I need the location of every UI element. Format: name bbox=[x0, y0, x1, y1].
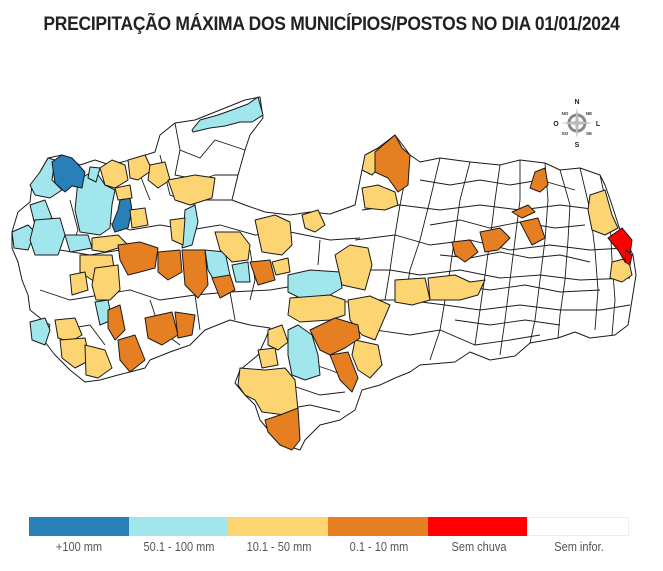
municipality bbox=[147, 161, 171, 189]
municipality bbox=[309, 317, 361, 356]
municipality bbox=[87, 166, 101, 183]
legend-swatch-no-rain bbox=[427, 517, 528, 536]
municipalities-50-100mm bbox=[11, 96, 343, 381]
municipality bbox=[191, 96, 264, 133]
map-title: PRECIPITAÇÃO MÁXIMA DOS MUNICÍPIOS/POSTO… bbox=[43, 14, 620, 35]
legend-label-10-50mm: 10.1 - 50 mm bbox=[246, 540, 312, 554]
municipality bbox=[264, 407, 301, 451]
legend-color-bar bbox=[29, 517, 630, 536]
municipality bbox=[117, 334, 146, 373]
legend-swatch-no-info bbox=[527, 517, 630, 536]
legend: +100 mm 50.1 - 100 mm 10.1 - 50 mm 0.1 -… bbox=[29, 517, 630, 554]
municipality bbox=[624, 249, 633, 266]
municipality bbox=[237, 367, 299, 416]
svg-text:NE: NE bbox=[586, 111, 592, 116]
municipality bbox=[129, 207, 149, 229]
svg-text:SE: SE bbox=[586, 131, 592, 136]
municipality bbox=[169, 217, 186, 246]
municipality bbox=[144, 311, 179, 346]
municipality bbox=[587, 189, 619, 236]
municipality bbox=[74, 169, 116, 236]
municipality bbox=[59, 337, 91, 369]
municipality bbox=[84, 344, 113, 379]
municipalities-0-10mm bbox=[107, 134, 549, 451]
legend-swatch-50-100mm bbox=[128, 517, 229, 536]
legend-swatch-10-50mm bbox=[228, 517, 329, 536]
municipality bbox=[529, 167, 549, 193]
municipality bbox=[257, 347, 279, 369]
municipality bbox=[174, 311, 196, 339]
municipality bbox=[267, 324, 289, 351]
legend-label-0-10mm: 0.1 - 10 mm bbox=[349, 540, 409, 554]
svg-text:L: L bbox=[596, 121, 601, 128]
legend-labels: +100 mm 50.1 - 100 mm 10.1 - 50 mm 0.1 -… bbox=[29, 540, 629, 554]
municipality bbox=[374, 134, 411, 193]
municipalities-above-100mm bbox=[51, 154, 133, 233]
municipality bbox=[107, 304, 126, 341]
municipality bbox=[329, 351, 359, 393]
municipalities-no-rain bbox=[607, 227, 633, 266]
municipality bbox=[111, 197, 133, 233]
municipality bbox=[351, 339, 383, 379]
municipality bbox=[287, 294, 346, 323]
municipality bbox=[91, 264, 121, 301]
legend-swatch-0-10mm bbox=[328, 517, 428, 536]
municipality bbox=[211, 274, 236, 299]
svg-text:S: S bbox=[575, 142, 580, 148]
municipality bbox=[167, 174, 216, 206]
municipality bbox=[127, 154, 153, 181]
svg-text:SO: SO bbox=[562, 131, 569, 136]
municipality bbox=[117, 241, 159, 276]
municipality bbox=[214, 231, 251, 263]
municipality bbox=[29, 157, 63, 199]
municipality bbox=[51, 154, 86, 193]
municipality-map-svg bbox=[11, 96, 637, 451]
legend-label-no-rain: Sem chuva bbox=[451, 540, 507, 554]
municipality bbox=[231, 261, 251, 283]
legend-label-no-info: Sem infor. bbox=[554, 540, 604, 554]
municipality bbox=[479, 227, 511, 253]
municipality bbox=[254, 214, 293, 256]
municipality bbox=[157, 249, 183, 281]
municipality bbox=[301, 209, 326, 233]
municipality bbox=[519, 217, 546, 246]
svg-text:NO: NO bbox=[562, 111, 569, 116]
municipality bbox=[181, 249, 209, 299]
svg-text:O: O bbox=[553, 121, 559, 128]
legend-label-50-100mm: 50.1 - 100 mm bbox=[143, 540, 215, 554]
municipality bbox=[334, 244, 373, 291]
municipality bbox=[91, 234, 129, 253]
municipality bbox=[361, 184, 399, 211]
municipality bbox=[69, 271, 89, 296]
municipality bbox=[394, 277, 431, 306]
municipality bbox=[114, 184, 133, 201]
municipality bbox=[271, 257, 291, 276]
legend-label-above-100mm: +100 mm bbox=[55, 540, 103, 554]
municipality bbox=[511, 204, 536, 219]
municipality bbox=[29, 317, 51, 346]
municipality bbox=[99, 159, 129, 189]
municipality bbox=[287, 324, 321, 381]
svg-text:N: N bbox=[574, 99, 579, 106]
compass-rose-icon: N S O L NO NE SO SE bbox=[553, 96, 601, 149]
municipalities-10-50mm bbox=[54, 147, 633, 416]
municipality bbox=[249, 259, 276, 286]
precipitation-map bbox=[0, 60, 663, 510]
municipality bbox=[427, 274, 486, 301]
legend-swatch-above-100mm bbox=[29, 517, 129, 536]
municipality bbox=[451, 239, 479, 263]
municipality bbox=[29, 217, 66, 256]
municipality bbox=[287, 269, 343, 299]
